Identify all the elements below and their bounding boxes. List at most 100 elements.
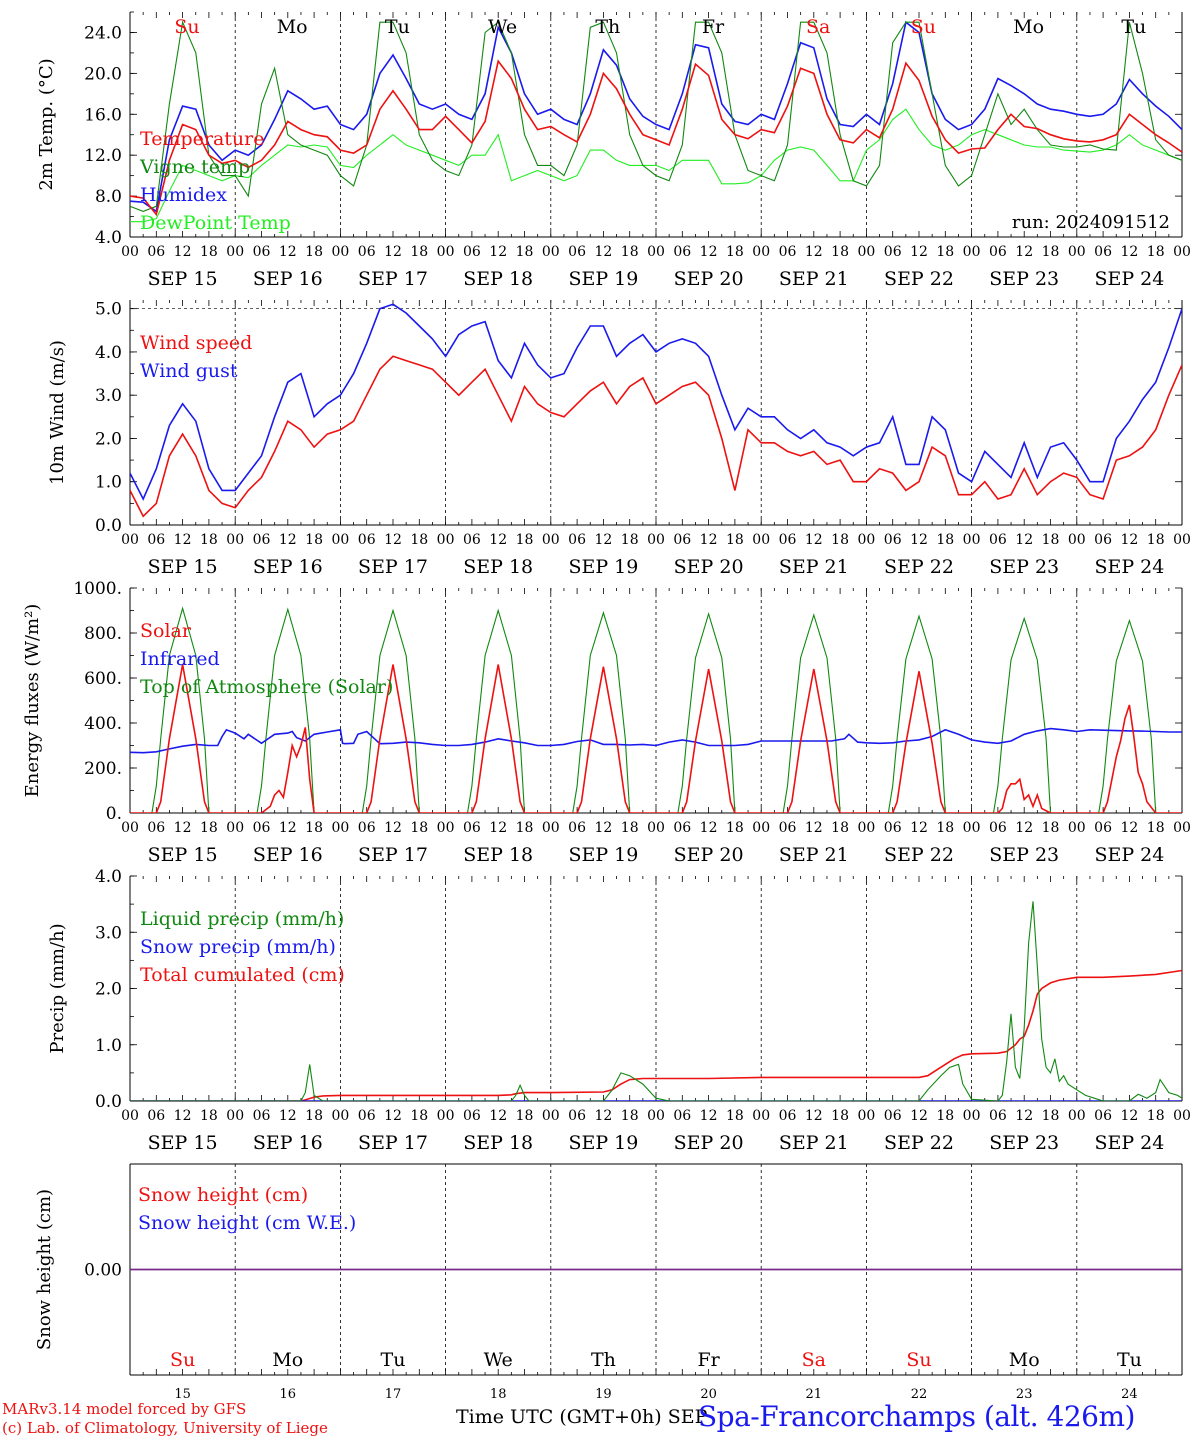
day-letter: Su (906, 1349, 931, 1371)
hour-tick-label: 00 (437, 532, 455, 548)
station-title: Spa-Francorchamps (alt. 426m) (698, 1400, 1135, 1433)
y-tick-label: 16.0 (84, 105, 122, 125)
date-label: SEP 22 (884, 556, 954, 578)
hour-tick-label: 12 (594, 244, 612, 260)
hour-tick-label: 18 (516, 1108, 534, 1124)
hour-tick-label: 06 (568, 532, 586, 548)
date-label: SEP 24 (1094, 844, 1164, 866)
hour-tick-label: 06 (253, 1108, 271, 1124)
hour-tick-label: 12 (910, 820, 928, 836)
hour-tick-label: 06 (253, 820, 271, 836)
day-number: 17 (385, 1387, 402, 1402)
y-tick-label: 4.0 (95, 343, 122, 363)
date-label: SEP 20 (674, 268, 744, 290)
hour-tick-label: 18 (1042, 1108, 1060, 1124)
day-letter: Su (174, 16, 199, 38)
hour-tick-label: 00 (542, 1108, 560, 1124)
hour-tick-label: 18 (305, 532, 323, 548)
day-number: 18 (490, 1387, 507, 1402)
hour-tick-label: 12 (489, 1108, 507, 1124)
y-axis-title: Precip (mm/h) (47, 923, 68, 1053)
day-letter: Fr (697, 1349, 720, 1371)
day-number: 23 (1016, 1387, 1033, 1402)
hour-tick-label: 06 (463, 820, 481, 836)
legend-entry: DewPoint Temp (140, 212, 291, 234)
hour-tick-label: 12 (174, 820, 192, 836)
hour-tick-label: 12 (700, 820, 718, 836)
y-tick-label: 0.00 (84, 1261, 122, 1281)
day-number: 16 (280, 1387, 297, 1402)
hour-tick-label: 00 (963, 820, 981, 836)
hour-tick-label: 06 (147, 244, 165, 260)
hour-tick-label: 06 (884, 1108, 902, 1124)
y-tick-label: 3.0 (95, 923, 122, 943)
y-axis-title: Energy fluxes (W/m²) (22, 604, 43, 798)
day-letter: Mo (277, 16, 308, 38)
hour-tick-label: 12 (384, 244, 402, 260)
y-tick-label: 1.0 (95, 473, 122, 493)
hour-tick-label: 00 (331, 1108, 349, 1124)
hour-tick-label: 00 (121, 820, 139, 836)
panel-wind: 0.0 1.0 2.0 3.0 4.0 5.0 10m Wind (m/s) Wind spe… (47, 300, 1191, 578)
y-tick-label: 600. (84, 669, 122, 689)
hour-tick-label: 12 (384, 820, 402, 836)
hour-tick-label: 00 (437, 244, 455, 260)
hour-tick-label: 18 (621, 244, 639, 260)
date-label: SEP 22 (884, 1132, 954, 1154)
hour-tick-label: 18 (305, 244, 323, 260)
day-letter: Tu (1117, 1349, 1142, 1371)
hour-tick-label: 06 (989, 532, 1007, 548)
hour-tick-label: 00 (647, 1108, 665, 1124)
date-label: SEP 18 (463, 844, 533, 866)
hour-tick-label: 06 (358, 820, 376, 836)
date-label: SEP 18 (463, 1132, 533, 1154)
hour-tick-label: 00 (1173, 532, 1191, 548)
legend-entry: Temperature (140, 128, 264, 150)
panel-energy: 0. 200. 400. 600. 800. 1000. Energy fluxes (W/… (22, 579, 1191, 866)
y-tick-label: 0.0 (95, 516, 122, 536)
hour-tick-label: 12 (594, 532, 612, 548)
legend-entry: Liquid precip (mm/h) (140, 908, 344, 930)
legend-entry: Infrared (140, 648, 220, 670)
day-letter: Mo (272, 1349, 303, 1371)
hour-tick-label: 18 (1042, 244, 1060, 260)
day-letter: Th (591, 1349, 616, 1371)
day-letter: Sa (806, 16, 830, 38)
hour-tick-label: 00 (542, 532, 560, 548)
hour-tick-label: 00 (542, 820, 560, 836)
hour-tick-label: 18 (516, 244, 534, 260)
legend-entry: Vigne temp (139, 156, 250, 178)
series-line (130, 664, 1182, 813)
hour-tick-label: 00 (647, 820, 665, 836)
hour-tick-label: 18 (1147, 532, 1165, 548)
hour-tick-label: 12 (174, 244, 192, 260)
series-line (130, 303, 1182, 501)
hour-tick-label: 12 (1015, 532, 1033, 548)
day-letter: We (484, 1349, 513, 1371)
series-line (130, 606, 1182, 813)
hour-tick-label: 00 (542, 244, 560, 260)
hour-tick-label: 00 (857, 244, 875, 260)
hour-tick-label: 00 (437, 1108, 455, 1124)
hour-tick-label: 12 (910, 1108, 928, 1124)
hour-tick-label: 06 (884, 532, 902, 548)
date-label: SEP 15 (148, 1132, 218, 1154)
hour-tick-label: 18 (936, 820, 954, 836)
hour-tick-label: 00 (963, 1108, 981, 1124)
hour-tick-label: 18 (621, 820, 639, 836)
hour-tick-label: 00 (963, 244, 981, 260)
hour-tick-label: 06 (358, 532, 376, 548)
panel-snow: 0.00 Snow height (cm) Snow height (cm) Snow… (34, 1163, 1183, 1402)
hour-tick-label: 06 (673, 244, 691, 260)
hour-tick-label: 12 (1120, 1108, 1138, 1124)
run-annotation: run: 2024091512 (1012, 212, 1170, 233)
hour-tick-label: 18 (516, 532, 534, 548)
hour-tick-label: 06 (673, 1108, 691, 1124)
hour-tick-label: 06 (1094, 532, 1112, 548)
hour-tick-label: 18 (1147, 820, 1165, 836)
hour-tick-label: 00 (1173, 244, 1191, 260)
hour-tick-label: 06 (463, 244, 481, 260)
y-tick-label: 1000. (73, 579, 122, 599)
date-label: SEP 23 (989, 844, 1059, 866)
